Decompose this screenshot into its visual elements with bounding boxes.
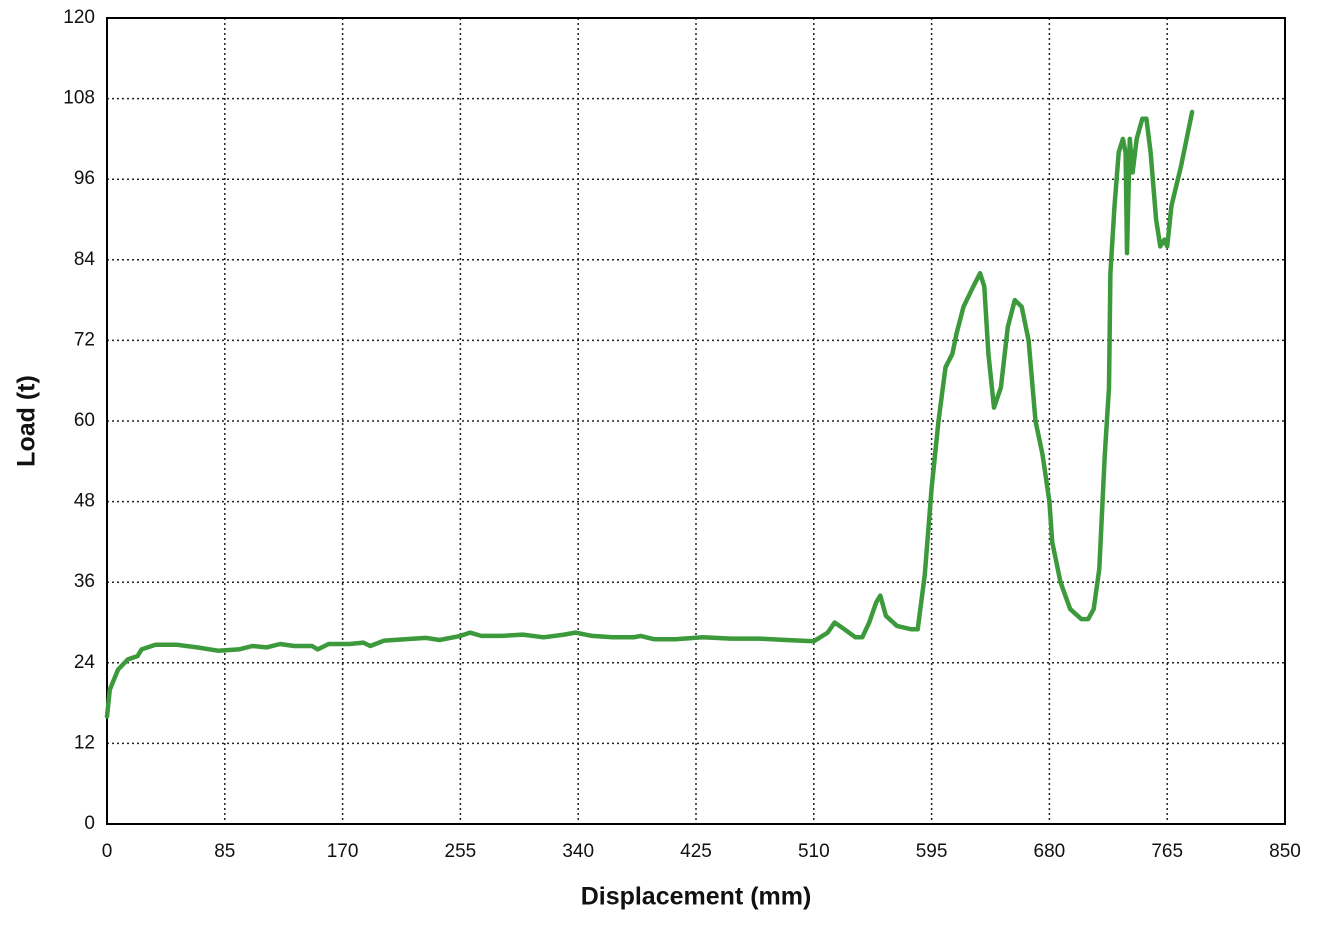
y-tick-label: 48 xyxy=(74,491,95,512)
y-tick-label: 120 xyxy=(63,7,95,28)
x-tick-label: 85 xyxy=(214,841,235,862)
y-tick-label: 0 xyxy=(84,813,95,834)
y-tick-label: 36 xyxy=(74,571,95,592)
y-tick-label: 96 xyxy=(74,168,95,189)
x-tick-label: 765 xyxy=(1151,841,1183,862)
y-axis-title: Load (t) xyxy=(13,375,41,467)
x-tick-label: 510 xyxy=(798,841,830,862)
x-tick-label: 255 xyxy=(445,841,477,862)
x-tick-label: 170 xyxy=(327,841,359,862)
y-tick-label: 108 xyxy=(63,88,95,109)
y-tick-label: 60 xyxy=(74,410,95,431)
x-tick-label: 595 xyxy=(916,841,948,862)
x-tick-label: 0 xyxy=(102,841,113,862)
x-tick-label: 850 xyxy=(1269,841,1301,862)
data-line xyxy=(104,109,1195,719)
plot-frame xyxy=(106,17,1286,825)
x-tick-label: 680 xyxy=(1034,841,1066,862)
y-tick-label: 72 xyxy=(74,329,95,350)
y-tick-label: 84 xyxy=(74,249,96,270)
y-tick-label: 24 xyxy=(74,652,96,673)
x-tick-label: 340 xyxy=(562,841,594,862)
x-axis-title: Displacement (mm) xyxy=(581,883,812,911)
x-tick-label: 425 xyxy=(680,841,712,862)
y-tick-label: 12 xyxy=(74,732,95,753)
